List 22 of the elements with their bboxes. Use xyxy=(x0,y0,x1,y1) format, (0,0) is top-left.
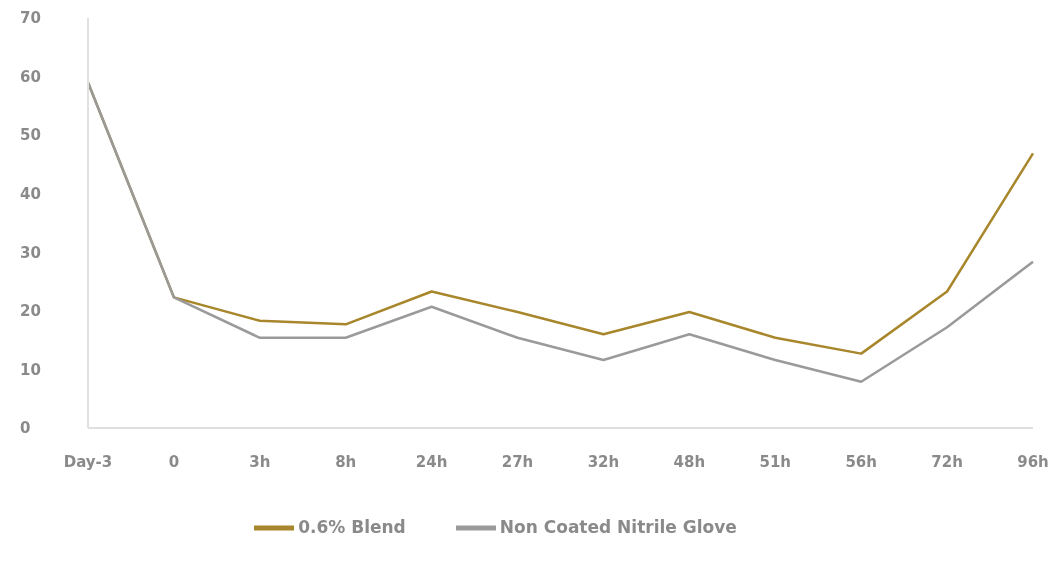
x-tick-label: 56h xyxy=(845,452,877,471)
y-tick-label: 60 xyxy=(20,67,41,86)
x-tick-label: 27h xyxy=(501,452,534,471)
y-tick-label: 10 xyxy=(20,360,41,379)
x-tick-label: 3h xyxy=(249,452,271,471)
x-tick-label: 8h xyxy=(335,452,357,471)
y-tick-label: 50 xyxy=(20,126,41,145)
x-tick-label: 48h xyxy=(673,452,706,471)
y-tick-label: 70 xyxy=(20,9,41,28)
x-tick-label: 24h xyxy=(415,452,448,471)
x-tick-label: 0 xyxy=(168,452,180,471)
x-tick-label: 72h xyxy=(931,452,963,471)
legend-label: 0.6% Blend xyxy=(298,516,406,537)
x-tick-label: Day-3 xyxy=(63,452,113,471)
y-tick-label: 40 xyxy=(20,185,41,204)
x-tick-label: 32h xyxy=(587,452,620,471)
x-tick-label: 96h xyxy=(1017,452,1049,471)
y-tick-label: 0 xyxy=(20,419,31,438)
x-tick-label: 51h xyxy=(759,452,792,471)
y-tick-label: 20 xyxy=(20,302,41,321)
y-tick-label: 30 xyxy=(20,243,41,262)
legend-label: Non Coated Nitrile Glove xyxy=(499,516,737,537)
